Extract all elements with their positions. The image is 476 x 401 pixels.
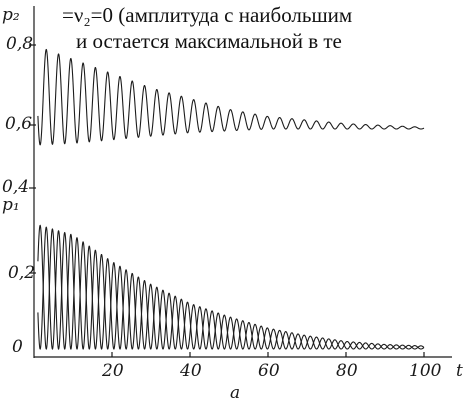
series-p2-curve (37, 48, 425, 146)
y-tick-0-2: 0,2 (8, 263, 35, 283)
y-tick-0-6: 0,6 (5, 114, 32, 134)
series-p1-curve-a (37, 226, 425, 350)
x-axis-label: t (456, 361, 463, 381)
text-line-1: =ν₂=0 (амплитуда с наибольшим (62, 3, 352, 27)
figure-caption: а (230, 383, 240, 401)
y-tick-0: 0 (12, 337, 23, 357)
x-tick-80: 80 (336, 361, 358, 381)
series-p1-curve-b (37, 224, 425, 350)
text-line-2: и остается максимальной в те (76, 29, 342, 53)
y-label-p2: p₂ (2, 5, 20, 25)
x-tick-100: 100 (409, 361, 442, 381)
x-tick-40: 40 (179, 361, 202, 381)
x-tick-20: 20 (101, 361, 124, 381)
y-tick-0-4: 0,4 (2, 177, 29, 197)
y-tick-0-8: 0,8 (6, 34, 33, 54)
x-tick-60: 60 (258, 361, 280, 381)
y-label-p1: p₁ (2, 195, 20, 215)
